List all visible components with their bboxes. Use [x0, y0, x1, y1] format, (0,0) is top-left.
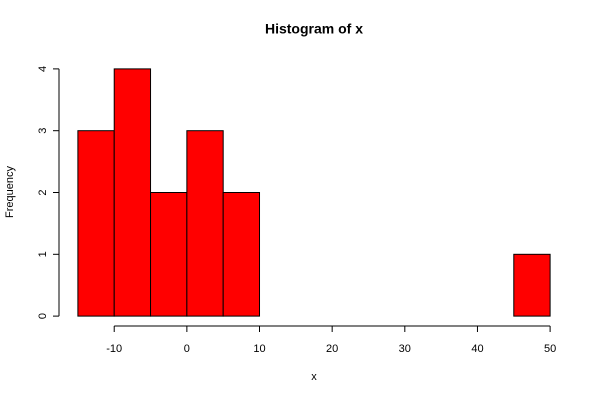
x-tick-label: 40: [471, 343, 483, 355]
bar: [222, 192, 261, 317]
chart-title: Histogram of x: [265, 21, 363, 37]
x-tick-label: 50: [544, 343, 556, 355]
y-tick-label: 3: [37, 128, 49, 134]
bar: [77, 130, 115, 317]
x-tick-label: -10: [106, 343, 122, 355]
bar: [113, 68, 152, 317]
y-tick-label: 1: [37, 251, 49, 257]
x-tick-label: 20: [326, 343, 338, 355]
bar: [186, 130, 224, 317]
y-tick-label: 4: [37, 66, 49, 72]
x-tick-label: 30: [399, 343, 411, 355]
bar: [513, 253, 551, 317]
y-tick-label: 2: [37, 189, 49, 195]
x-axis-label: x: [311, 371, 317, 383]
y-axis-label: Frequency: [4, 166, 16, 218]
y-tick-label: 0: [37, 313, 49, 319]
bar: [150, 192, 188, 317]
x-tick-label: 10: [253, 343, 265, 355]
x-tick-label: 0: [184, 343, 190, 355]
